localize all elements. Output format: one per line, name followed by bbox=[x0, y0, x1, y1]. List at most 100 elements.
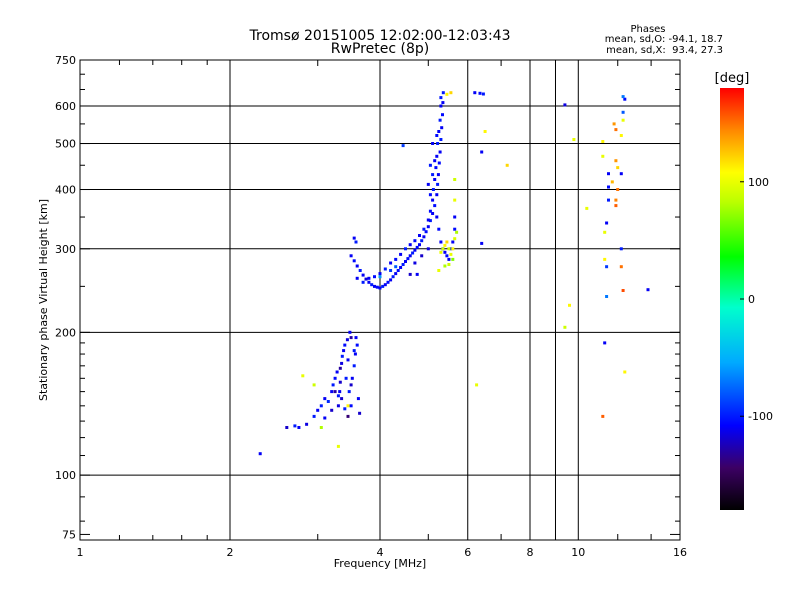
echo-point bbox=[431, 188, 435, 191]
echo-point bbox=[323, 416, 327, 420]
echo-point bbox=[312, 383, 316, 387]
echo-point bbox=[338, 380, 342, 384]
echo-point bbox=[481, 92, 485, 96]
echo-point bbox=[426, 225, 430, 229]
echo-point bbox=[312, 414, 316, 418]
echo-point bbox=[361, 280, 365, 284]
echo-point bbox=[445, 92, 449, 96]
echo-point bbox=[585, 206, 589, 210]
echo-point bbox=[408, 254, 412, 258]
echo-point bbox=[619, 134, 623, 137]
echo-point bbox=[413, 248, 417, 252]
echo-point bbox=[391, 275, 395, 279]
echo-point bbox=[370, 283, 374, 287]
echo-point bbox=[443, 243, 447, 247]
echo-point bbox=[354, 336, 358, 340]
echo-point bbox=[355, 343, 359, 347]
echo-point bbox=[413, 261, 417, 265]
echo-point bbox=[367, 280, 371, 284]
chart-subtitle: RwPretec (8p) bbox=[331, 41, 429, 57]
echo-point bbox=[355, 264, 359, 268]
echo-point bbox=[301, 374, 305, 378]
echo-point bbox=[418, 234, 421, 237]
echo-point bbox=[319, 426, 323, 429]
echo-point bbox=[345, 338, 349, 342]
echo-point bbox=[607, 172, 610, 176]
echo-point bbox=[605, 221, 609, 225]
echo-point bbox=[453, 227, 457, 231]
y-tick-label: 100 bbox=[55, 469, 76, 482]
echo-point bbox=[346, 404, 350, 408]
legend-title: Phases bbox=[630, 24, 665, 35]
echo-point bbox=[323, 397, 327, 401]
echo-point bbox=[438, 118, 442, 122]
echo-point bbox=[336, 394, 340, 398]
x-tick-label: 8 bbox=[527, 546, 534, 559]
echo-point bbox=[350, 376, 354, 380]
echo-point bbox=[612, 122, 616, 126]
echo-point bbox=[399, 252, 403, 256]
echo-point bbox=[447, 247, 451, 251]
echo-point bbox=[428, 193, 432, 197]
echo-point bbox=[367, 276, 371, 280]
echo-point bbox=[349, 254, 353, 258]
echo-point bbox=[347, 390, 351, 394]
echo-point bbox=[443, 250, 447, 254]
echo-point bbox=[619, 265, 623, 269]
echo-point bbox=[623, 370, 627, 374]
echo-point bbox=[408, 272, 412, 276]
echo-point bbox=[389, 278, 393, 282]
echo-point bbox=[601, 140, 605, 143]
echo-point bbox=[426, 218, 430, 222]
echo-point bbox=[352, 259, 356, 263]
y-tick-label: 500 bbox=[55, 138, 76, 151]
echo-point bbox=[621, 95, 625, 99]
echo-point bbox=[346, 358, 350, 362]
echo-point bbox=[436, 142, 440, 145]
echo-point bbox=[389, 269, 393, 272]
echo-point bbox=[441, 91, 445, 95]
echo-point bbox=[331, 383, 335, 387]
echo-point bbox=[340, 397, 344, 401]
echo-point bbox=[436, 182, 440, 186]
echo-point bbox=[480, 150, 484, 154]
echo-point bbox=[378, 275, 382, 279]
echo-point bbox=[383, 267, 387, 271]
echo-point bbox=[621, 118, 625, 122]
echo-point bbox=[439, 104, 443, 108]
y-tick-label: 750 bbox=[55, 54, 76, 67]
colorbar-label: [deg] bbox=[715, 71, 750, 86]
echo-point bbox=[441, 113, 444, 117]
chart-title: Tromsø 20151005 12:02:00-12:03:43 bbox=[249, 28, 511, 44]
echo-point bbox=[601, 154, 605, 158]
colorbar-ticks: 100 0 -100 bbox=[740, 176, 773, 423]
echo-point bbox=[373, 275, 376, 279]
echo-point bbox=[346, 414, 350, 418]
echo-point bbox=[431, 173, 435, 177]
echo-point bbox=[336, 444, 340, 448]
legend-o-stats: mean, sd,O: -94.1, 18.7 bbox=[605, 34, 723, 45]
echo-point bbox=[505, 163, 509, 167]
x-axis-ticks: 1 2 4 6 8 10 16 bbox=[77, 546, 688, 559]
echo-point bbox=[453, 198, 457, 202]
echo-point bbox=[386, 280, 390, 284]
y-tick-label: 300 bbox=[55, 243, 76, 256]
echo-point bbox=[453, 178, 457, 181]
echo-point bbox=[361, 273, 365, 277]
echo-point bbox=[305, 422, 309, 426]
echo-point bbox=[422, 227, 426, 231]
echo-point bbox=[435, 215, 439, 219]
echo-point bbox=[439, 138, 443, 141]
echo-point bbox=[603, 257, 607, 261]
echo-point bbox=[449, 247, 453, 251]
echo-point bbox=[352, 236, 356, 240]
echo-point bbox=[614, 198, 618, 202]
echo-point bbox=[375, 285, 379, 289]
echo-point bbox=[563, 103, 567, 107]
echo-point bbox=[451, 247, 455, 251]
echo-point bbox=[415, 245, 419, 249]
echo-point bbox=[475, 383, 479, 387]
y-tick-label: 400 bbox=[55, 184, 76, 197]
echo-point bbox=[381, 284, 385, 288]
echo-point bbox=[344, 376, 348, 380]
